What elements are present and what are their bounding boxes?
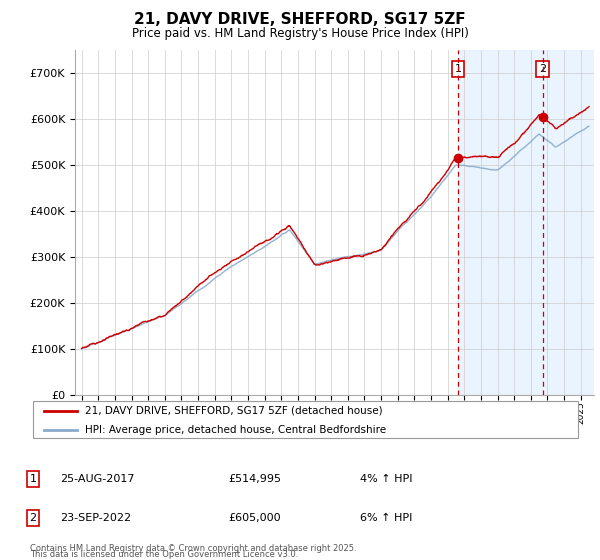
Text: 23-SEP-2022: 23-SEP-2022 [60,513,131,523]
Text: 21, DAVY DRIVE, SHEFFORD, SG17 5ZF (detached house): 21, DAVY DRIVE, SHEFFORD, SG17 5ZF (deta… [85,405,383,416]
Text: This data is licensed under the Open Government Licence v3.0.: This data is licensed under the Open Gov… [30,550,298,559]
FancyBboxPatch shape [33,402,578,437]
Text: Price paid vs. HM Land Registry's House Price Index (HPI): Price paid vs. HM Land Registry's House … [131,27,469,40]
Text: £605,000: £605,000 [228,513,281,523]
Bar [458,50,598,395]
Text: 2: 2 [29,513,37,523]
Text: 4% ↑ HPI: 4% ↑ HPI [360,474,413,484]
Text: 25-AUG-2017: 25-AUG-2017 [60,474,134,484]
Text: 1: 1 [455,64,461,74]
Text: 21, DAVY DRIVE, SHEFFORD, SG17 5ZF: 21, DAVY DRIVE, SHEFFORD, SG17 5ZF [134,12,466,27]
Text: 1: 1 [29,474,37,484]
Text: £514,995: £514,995 [228,474,281,484]
Text: 6% ↑ HPI: 6% ↑ HPI [360,513,412,523]
Text: Contains HM Land Registry data © Crown copyright and database right 2025.: Contains HM Land Registry data © Crown c… [30,544,356,553]
Text: 2: 2 [539,64,546,74]
Text: HPI: Average price, detached house, Central Bedfordshire: HPI: Average price, detached house, Cent… [85,424,386,435]
